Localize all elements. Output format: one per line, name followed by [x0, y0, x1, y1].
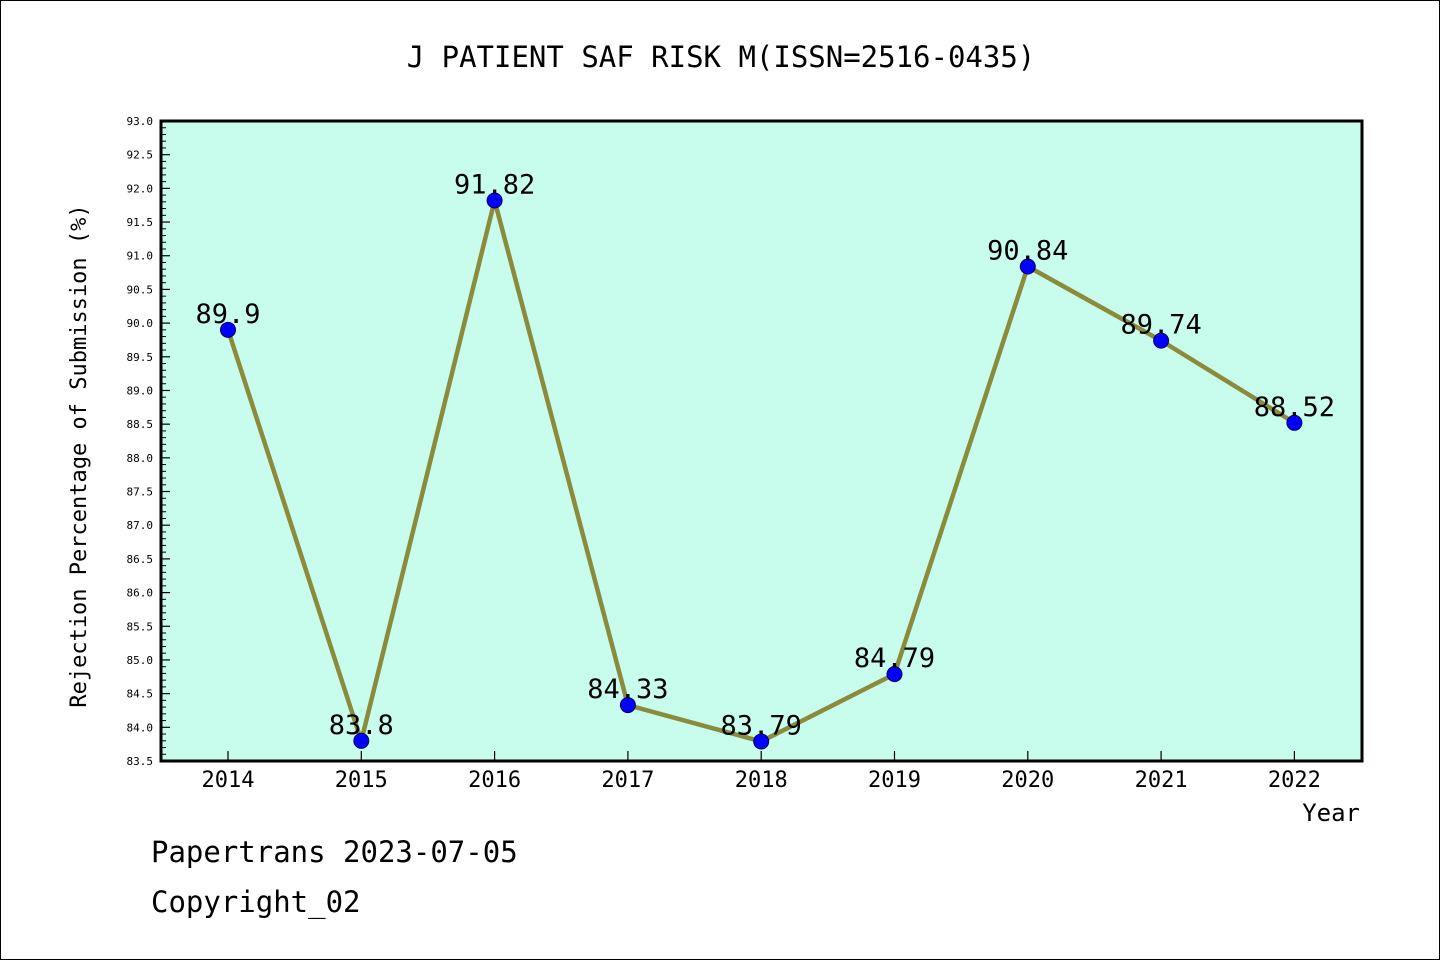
y-tick-label: 92.5: [127, 149, 154, 162]
data-label: 89.74: [1120, 310, 1201, 341]
series-layer: 89.9 83.8 91.82 84.33 83.79 84.79 90.84 89.74 88…: [195, 169, 1335, 750]
y-tick-label: 91.0: [127, 250, 154, 263]
data-point: [886, 666, 903, 683]
y-tick-label: 93.0: [127, 115, 154, 128]
x-tick-label: 2021: [1135, 768, 1188, 793]
x-tick-label: 2014: [202, 768, 255, 793]
plot-border: [159, 119, 1364, 763]
data-label: 91.82: [454, 169, 535, 200]
y-tick-label: 87.5: [127, 486, 154, 499]
data-label: 89.9: [195, 299, 260, 330]
footer-copyright: Copyright_02: [151, 885, 361, 919]
data-point: [1286, 414, 1303, 431]
data-point: [486, 192, 503, 209]
data-label: 84.33: [587, 674, 668, 705]
y-tick-label: 88.0: [127, 452, 154, 465]
data-point: [753, 733, 770, 750]
x-tick-label: 2019: [868, 768, 921, 793]
data-label: 90.84: [987, 236, 1068, 267]
y-tick-label: 90.5: [127, 283, 154, 296]
y-tick-label: 88.5: [127, 418, 154, 431]
x-tick-label: 2022: [1268, 768, 1321, 793]
x-tick-label: 2015: [335, 768, 388, 793]
y-tick-label: 86.0: [127, 587, 154, 600]
y-tick-label: 91.5: [127, 216, 154, 229]
footer-date: Papertrans 2023-07-05: [151, 835, 518, 869]
data-label: 83.8: [329, 710, 394, 741]
data-point: [1153, 332, 1170, 349]
x-tick-label: 2018: [735, 768, 788, 793]
x-tick-label: 2020: [1001, 768, 1054, 793]
y-axis-label: Rejection Percentage of Submission (%): [67, 204, 92, 707]
y-tick-label: 92.0: [127, 182, 154, 195]
data-label: 88.52: [1254, 392, 1335, 423]
chart-title: J PATIENT SAF RISK M(ISSN=2516-0435): [407, 40, 1036, 74]
y-tick-label: 90.0: [127, 317, 154, 330]
y-tick-label: 87.0: [127, 519, 154, 532]
y-tick-label: 83.5: [127, 755, 154, 768]
data-point: [220, 321, 236, 338]
data-label: 84.79: [854, 643, 935, 674]
x-tick-label: 2017: [601, 768, 654, 793]
y-tick-label: 84.5: [127, 688, 154, 701]
plot-area: [161, 121, 1362, 761]
data-point: [1019, 258, 1036, 275]
y-tick-label: 85.0: [127, 654, 154, 667]
y-tick-label: 84.0: [127, 721, 154, 734]
x-axis: 2014 2015 2016 2017 2018 2019 2020 2021 2022: [202, 751, 1321, 793]
y-tick-label: 89.5: [127, 351, 154, 364]
x-axis-label: Year: [1302, 799, 1360, 827]
data-label: 83.79: [721, 710, 802, 741]
y-tick-label: 85.5: [127, 620, 154, 633]
data-point: [353, 732, 370, 749]
y-tick-label: 86.5: [127, 553, 154, 566]
data-point: [619, 697, 636, 714]
x-tick-label: 2016: [468, 768, 521, 793]
y-tick-label: 89.0: [127, 384, 154, 397]
